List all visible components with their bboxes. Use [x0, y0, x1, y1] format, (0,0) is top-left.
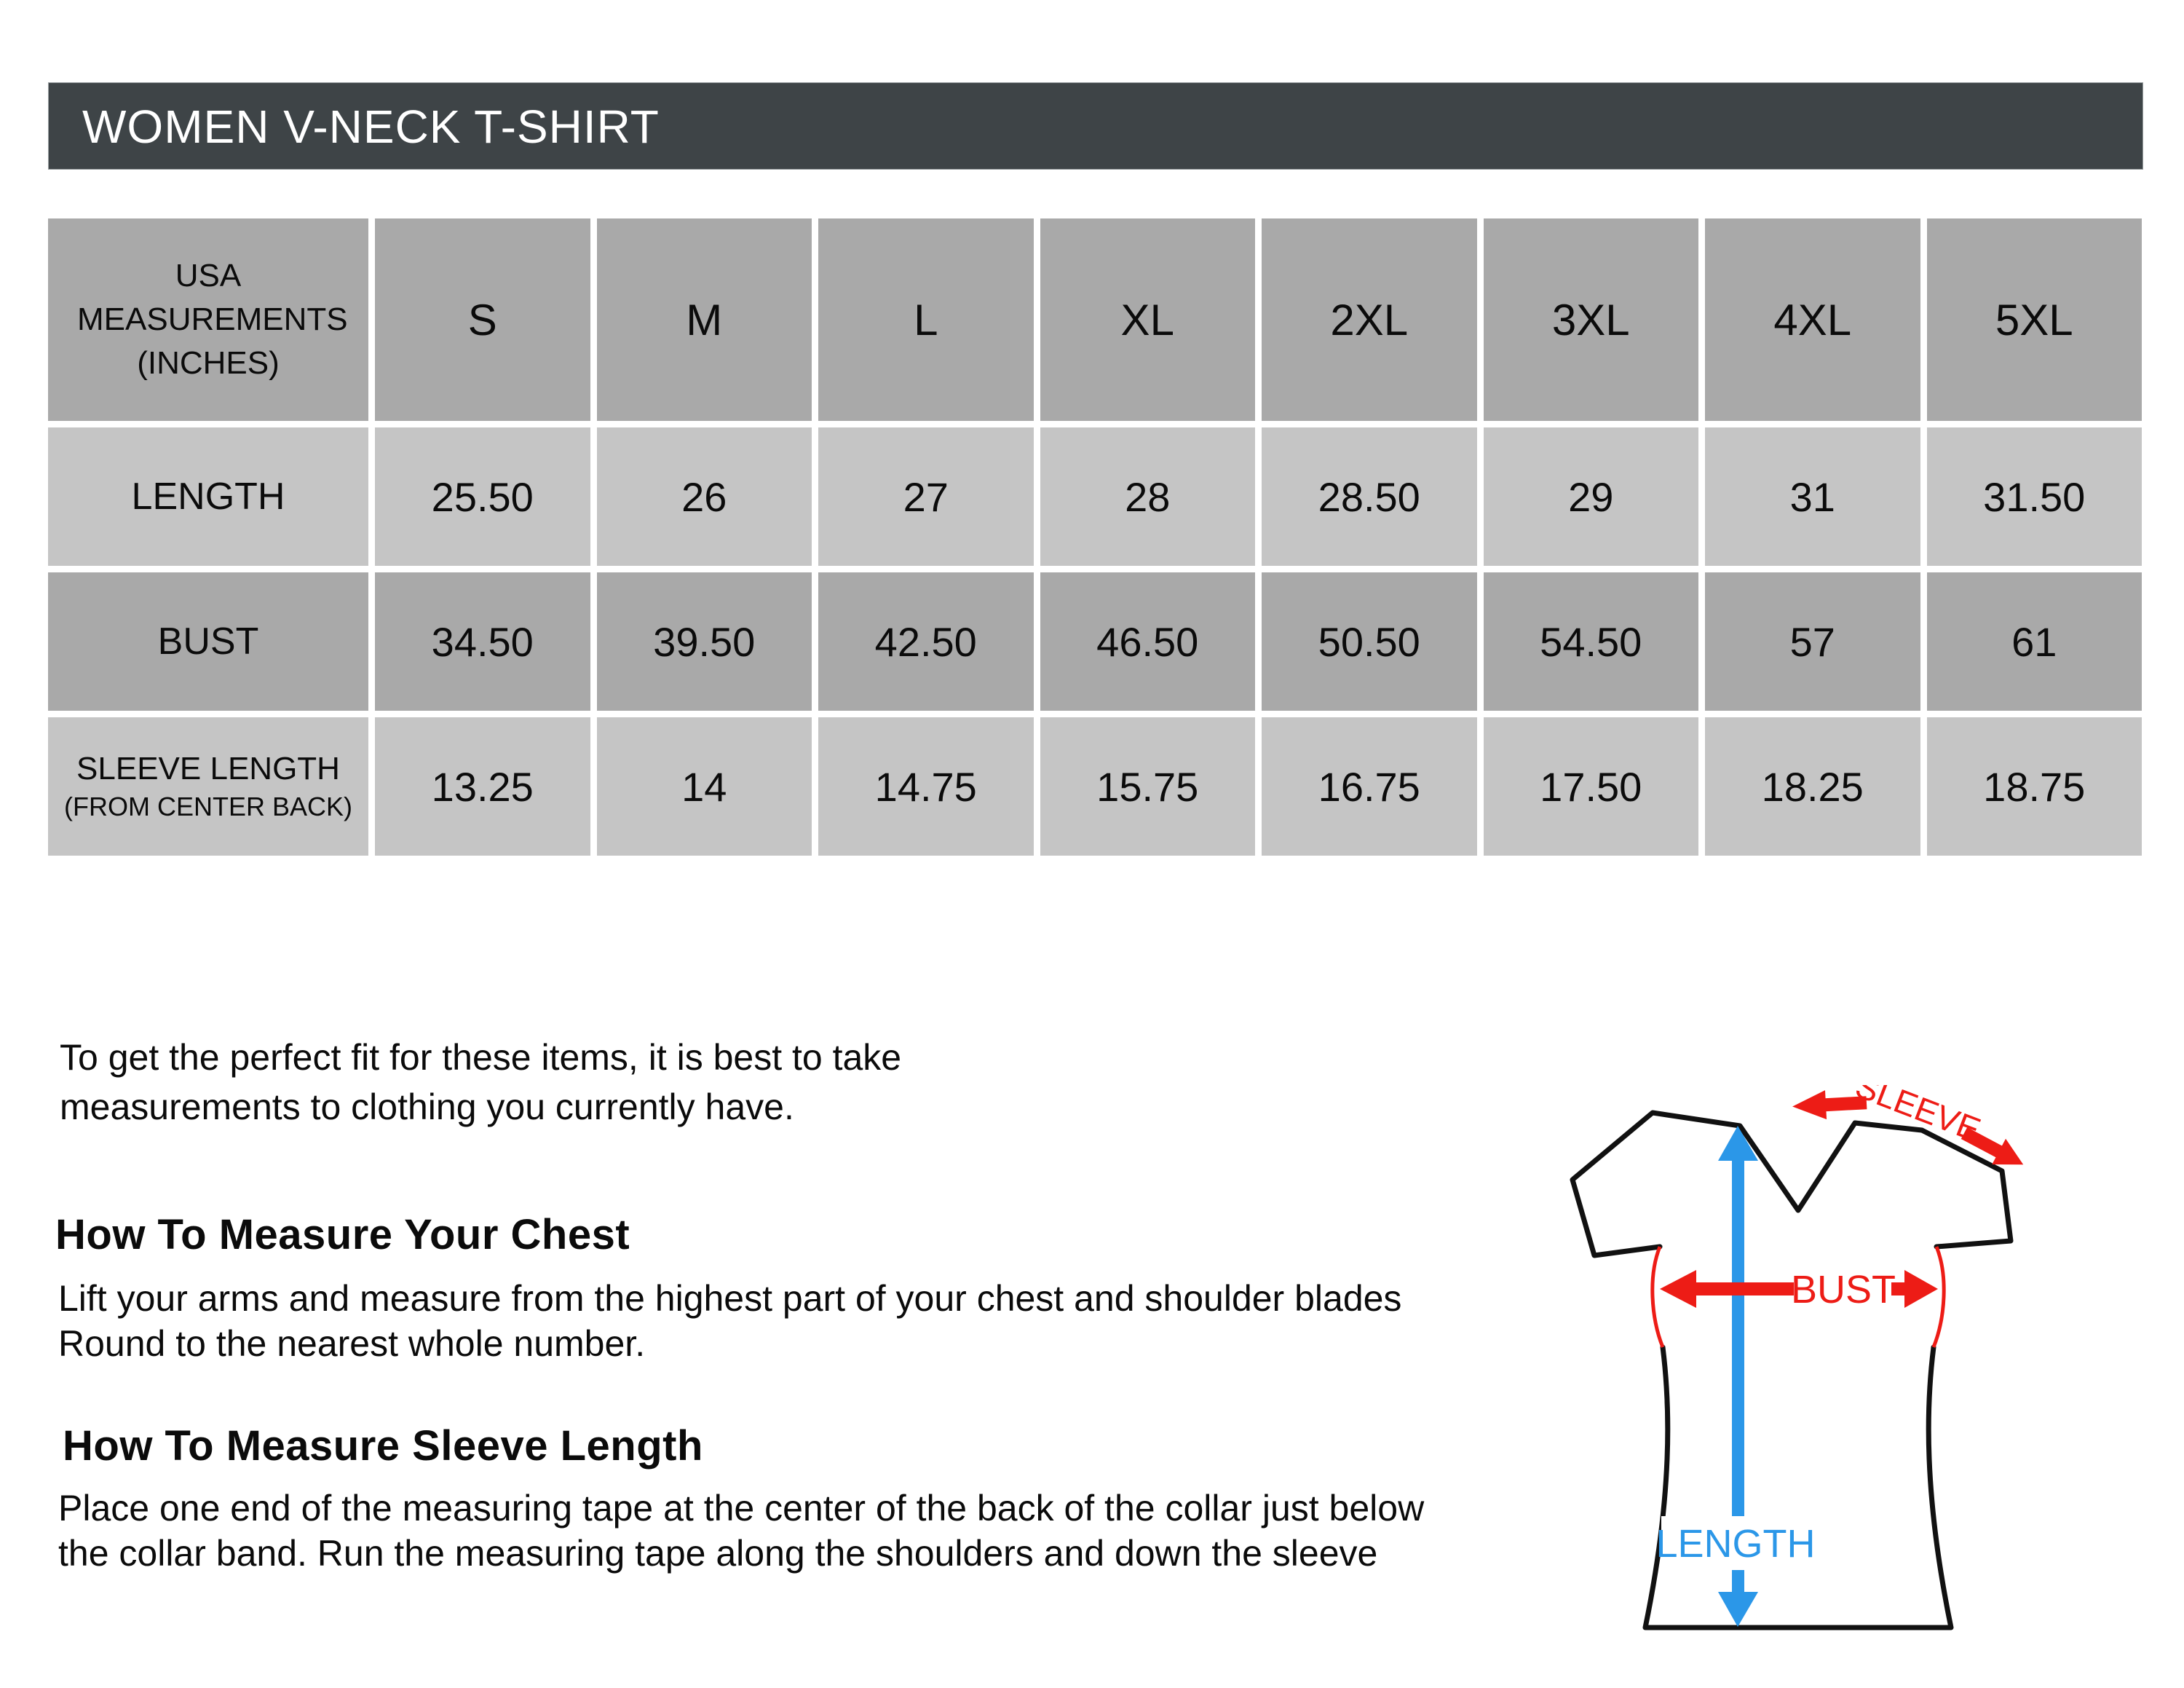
tshirt-silhouette [1572, 1113, 2011, 1628]
bust-label: BUST [1791, 1268, 1896, 1312]
table-cell: 34.50 [375, 572, 590, 711]
intro-paragraph: To get the perfect fit for these items, … [60, 1033, 901, 1132]
table-cell: 16.75 [1262, 717, 1477, 856]
table-cell: 18.25 [1705, 717, 1920, 856]
measure-chest-line-2: Round to the nearest whole number. [58, 1323, 646, 1364]
table-cell: 17.50 [1483, 717, 1698, 856]
heading-measure-sleeve: How To Measure Sleeve Length [63, 1422, 703, 1470]
sleeve-arrow-left [1792, 1090, 1867, 1120]
table-cell: 13.25 [375, 717, 590, 856]
size-chart-table: USA MEASUREMENTS (INCHES) S M L XL 2XL 3… [48, 218, 2142, 856]
table-cell: 61 [1926, 572, 2142, 711]
body-measure-chest: Lift your arms and measure from the high… [58, 1276, 1401, 1366]
table-cell: 57 [1705, 572, 1920, 711]
table-cell: 31.50 [1926, 427, 2142, 566]
table-cell: 25.50 [375, 427, 590, 566]
length-label-bg [1661, 1516, 1810, 1570]
bust-arc-right [1931, 1246, 1946, 1348]
size-col-header-3xl: 3XL [1483, 218, 1698, 421]
size-col-header-xl: XL [1040, 218, 1255, 421]
table-cell: 42.50 [818, 572, 1034, 711]
table-corner-header-label: USA MEASUREMENTS (INCHES) [77, 258, 348, 381]
size-col-header-l: L [818, 218, 1034, 421]
row-label-length: LENGTH [48, 427, 368, 566]
table-cell: 28.50 [1262, 427, 1477, 566]
table-cell: 27 [818, 427, 1034, 566]
bust-arc-left [1650, 1246, 1665, 1348]
size-col-header-5xl: 5XL [1926, 218, 2142, 421]
table-cell: 39.50 [596, 572, 812, 711]
length-label: LENGTH [1655, 1522, 1815, 1566]
table-cell: 26 [596, 427, 812, 566]
intro-line-2: measurements to clothing you currently h… [60, 1086, 794, 1127]
table-cell: 29 [1483, 427, 1698, 566]
measure-sleeve-line-1: Place one end of the measuring tape at t… [58, 1488, 1425, 1529]
size-col-header-s: S [375, 218, 590, 421]
body-measure-sleeve: Place one end of the measuring tape at t… [58, 1486, 1424, 1576]
measure-chest-line-1: Lift your arms and measure from the high… [58, 1278, 1402, 1319]
tshirt-outline-body [1642, 1344, 1954, 1630]
row-label-sleeve-length-sub: (FROM CENTER BACK) [64, 792, 352, 821]
heading-measure-chest: How To Measure Your Chest [55, 1211, 630, 1258]
table-cell: 14 [596, 717, 812, 856]
bust-arrow [1660, 1270, 1938, 1308]
row-label-sleeve-length-main: SLEEVE LENGTH [76, 751, 340, 786]
sleeve-arrow-right [1961, 1127, 2024, 1165]
table-cell: 28 [1040, 427, 1255, 566]
row-label-sleeve-length: SLEEVE LENGTH (FROM CENTER BACK) [48, 717, 368, 856]
size-col-header-m: M [596, 218, 812, 421]
measure-sleeve-line-2: the collar band. Run the measuring tape … [58, 1533, 1378, 1574]
size-col-header-4xl: 4XL [1705, 218, 1920, 421]
page-title: WOMEN V-NECK T-SHIRT [48, 82, 2143, 170]
table-corner-header: USA MEASUREMENTS (INCHES) [48, 218, 368, 421]
table-cell: 46.50 [1040, 572, 1255, 711]
table-cell: 14.75 [818, 717, 1034, 856]
table-cell: 50.50 [1262, 572, 1477, 711]
table-cell: 31 [1705, 427, 1920, 566]
tshirt-diagram: LENGTH BUST SLEEVE [1570, 1085, 2024, 1630]
table-cell: 54.50 [1483, 572, 1698, 711]
intro-line-1: To get the perfect fit for these items, … [60, 1037, 902, 1078]
row-label-bust: BUST [48, 572, 368, 711]
table-cell: 15.75 [1040, 717, 1255, 856]
tshirt-outline-top [1570, 1110, 2014, 1258]
length-arrow [1718, 1126, 1758, 1627]
size-col-header-2xl: 2XL [1262, 218, 1477, 421]
table-cell: 18.75 [1926, 717, 2142, 856]
